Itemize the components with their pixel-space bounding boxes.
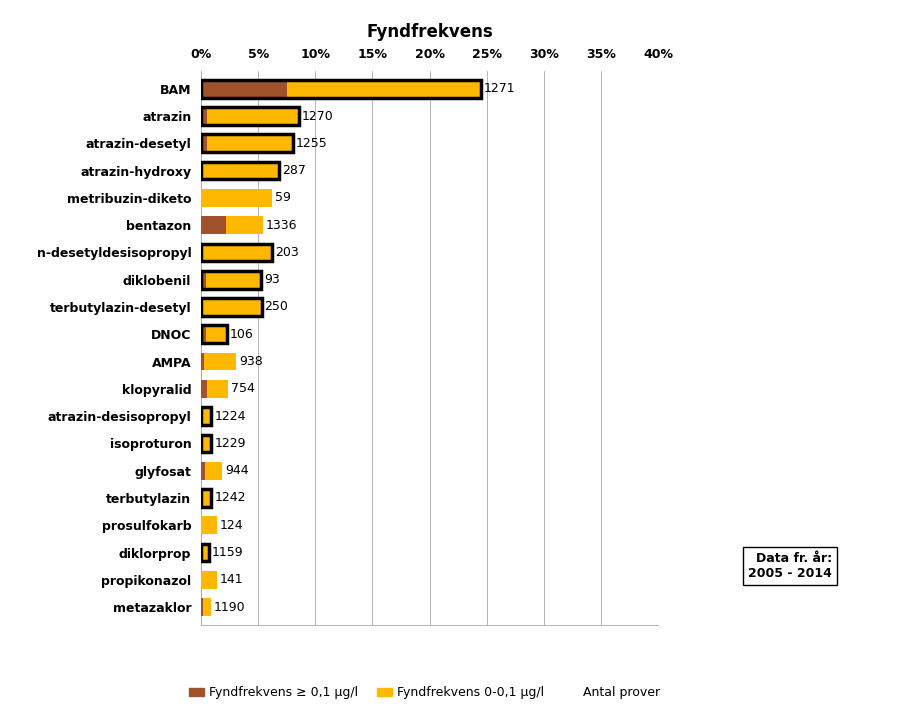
Bar xyxy=(201,217,227,234)
Bar xyxy=(201,271,207,288)
Bar xyxy=(201,162,279,180)
Bar xyxy=(203,599,211,616)
Text: 141: 141 xyxy=(220,573,243,586)
Bar xyxy=(201,189,271,207)
Text: 287: 287 xyxy=(282,164,305,177)
Bar xyxy=(201,571,218,589)
Text: 106: 106 xyxy=(229,328,253,341)
Text: 1271: 1271 xyxy=(484,82,515,95)
Text: 124: 124 xyxy=(220,519,243,532)
Text: 59: 59 xyxy=(275,192,291,204)
Bar xyxy=(201,516,218,534)
Text: 754: 754 xyxy=(230,382,255,395)
Bar xyxy=(207,107,299,125)
Bar xyxy=(207,325,227,343)
Bar xyxy=(201,489,211,507)
Text: Data fr. år:
2005 - 2014: Data fr. år: 2005 - 2014 xyxy=(748,552,832,581)
Bar xyxy=(201,298,261,316)
Bar xyxy=(201,599,203,616)
Text: 938: 938 xyxy=(239,355,262,368)
Bar xyxy=(201,544,209,562)
Text: 944: 944 xyxy=(225,464,249,477)
Text: 1224: 1224 xyxy=(214,410,246,422)
Bar xyxy=(204,353,236,371)
Bar xyxy=(201,462,205,479)
Bar xyxy=(207,271,261,288)
Bar xyxy=(201,408,211,425)
Text: 93: 93 xyxy=(264,273,280,286)
Bar xyxy=(201,107,207,125)
Bar xyxy=(201,244,271,261)
Legend: Fyndfrekvens ≥ 0,1 µg/l, Fyndfrekvens 0-0,1 µg/l, Antal prover: Fyndfrekvens ≥ 0,1 µg/l, Fyndfrekvens 0-… xyxy=(185,682,665,704)
Bar xyxy=(201,380,207,398)
Text: 203: 203 xyxy=(275,246,299,259)
Bar xyxy=(287,80,481,97)
Text: 1336: 1336 xyxy=(266,219,297,231)
Text: 1255: 1255 xyxy=(296,137,327,150)
Bar xyxy=(207,380,228,398)
Text: 1190: 1190 xyxy=(214,601,245,613)
Bar xyxy=(227,217,263,234)
Bar xyxy=(201,325,207,343)
Bar xyxy=(205,462,222,479)
Bar xyxy=(201,353,204,371)
Bar xyxy=(201,134,207,152)
Bar xyxy=(201,80,287,97)
Bar xyxy=(207,134,293,152)
Text: 1270: 1270 xyxy=(302,109,334,123)
Text: 1159: 1159 xyxy=(212,546,243,559)
Text: 1242: 1242 xyxy=(214,491,246,504)
Text: 250: 250 xyxy=(264,300,288,314)
Text: 1229: 1229 xyxy=(214,437,246,450)
Title: Fyndfrekvens: Fyndfrekvens xyxy=(367,23,493,41)
Bar xyxy=(201,435,211,452)
